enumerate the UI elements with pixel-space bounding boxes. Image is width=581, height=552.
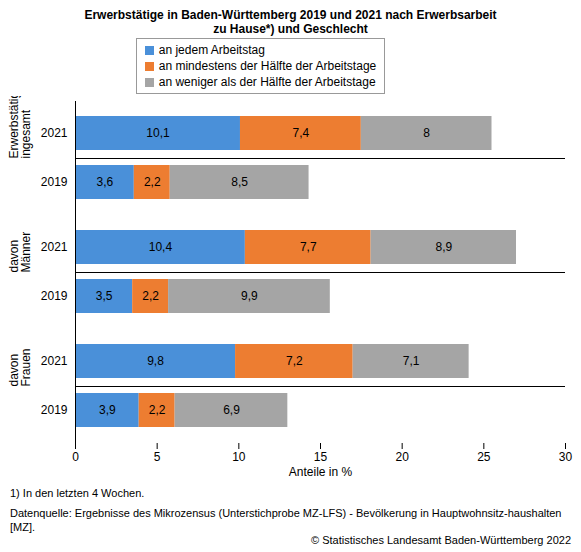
svg-text:2,2: 2,2 bbox=[144, 175, 161, 189]
html-text:Datenquelle: Ergebnisse des Mi: Datenquelle: Ergebnisse des Mikrozensus … bbox=[10, 507, 562, 533]
html-text:an mindestens der Hälfte der A: an mindestens der Hälfte der Arbeitstage bbox=[158, 59, 377, 73]
html-text:1) In den letzten 4 Wochen.: 1) In den letzten 4 Wochen. bbox=[10, 487, 145, 499]
svg-text:davonFrauen: davonFrauen bbox=[7, 348, 33, 386]
html-text:Erwerbstätige in Baden-Württem: Erwerbstätige in Baden-Württemberg 2019 … bbox=[84, 8, 497, 36]
svg-text:davonMänner: davonMänner bbox=[7, 232, 33, 273]
svg-text:3,9: 3,9 bbox=[99, 403, 116, 417]
svg-text:15: 15 bbox=[314, 450, 328, 464]
svg-text:2021: 2021 bbox=[41, 126, 68, 140]
svg-text:9,8: 9,8 bbox=[147, 354, 164, 368]
html-text:an weniger als der Hälfte der: an weniger als der Hälfte der Arbeitstag… bbox=[158, 75, 376, 89]
svg-text:8,9: 8,9 bbox=[435, 240, 452, 254]
svg-text:2,2: 2,2 bbox=[149, 403, 166, 417]
svg-text:5: 5 bbox=[154, 450, 161, 464]
svg-text:Erwerbstätigeingesamt: Erwerbstätigeingesamt bbox=[7, 96, 33, 159]
svg-text:2021: 2021 bbox=[41, 354, 68, 368]
svg-text:30: 30 bbox=[559, 450, 573, 464]
svg-text:10,4: 10,4 bbox=[149, 240, 173, 254]
svg-text:7,1: 7,1 bbox=[403, 354, 420, 368]
svg-text:7,7: 7,7 bbox=[300, 240, 317, 254]
svg-text:8: 8 bbox=[423, 126, 430, 140]
svg-text:2019: 2019 bbox=[41, 175, 68, 189]
svg-text:2,2: 2,2 bbox=[142, 289, 159, 303]
html-text:© Statistisches Landesamt Bade: © Statistisches Landesamt Baden-Württemb… bbox=[311, 534, 571, 546]
html-text:an jedem Arbeitstag: an jedem Arbeitstag bbox=[158, 43, 265, 57]
svg-text:0: 0 bbox=[72, 450, 79, 464]
svg-text:Anteile in %: Anteile in % bbox=[289, 465, 353, 479]
svg-text:20: 20 bbox=[395, 450, 409, 464]
svg-text:25: 25 bbox=[477, 450, 491, 464]
svg-text:2021: 2021 bbox=[41, 240, 68, 254]
svg-text:7,4: 7,4 bbox=[293, 126, 310, 140]
svg-text:2019: 2019 bbox=[41, 289, 68, 303]
svg-text:8,5: 8,5 bbox=[231, 175, 248, 189]
svg-text:7,2: 7,2 bbox=[286, 354, 303, 368]
svg-text:10: 10 bbox=[232, 450, 246, 464]
svg-text:3,6: 3,6 bbox=[97, 175, 114, 189]
svg-text:2019: 2019 bbox=[41, 403, 68, 417]
svg-text:6,9: 6,9 bbox=[223, 403, 240, 417]
svg-text:10,1: 10,1 bbox=[146, 126, 170, 140]
svg-text:9,9: 9,9 bbox=[241, 289, 258, 303]
svg-text:3,5: 3,5 bbox=[96, 289, 113, 303]
